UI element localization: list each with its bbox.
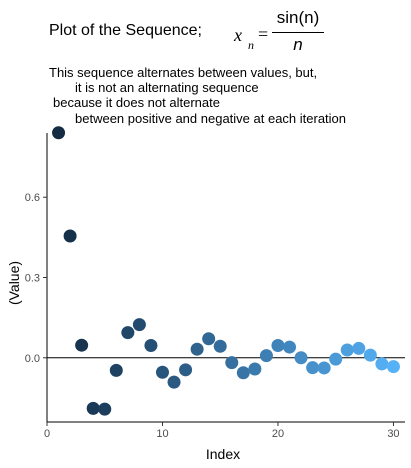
data-point [52, 126, 66, 140]
data-points [52, 126, 400, 416]
data-point [386, 360, 400, 374]
data-point [317, 361, 331, 375]
x-tick-label: 30 [387, 428, 399, 440]
title-formula: x n = sin(n) n [234, 8, 334, 60]
data-point [329, 352, 343, 366]
subtitle-line-4: between positive and negative at each it… [75, 111, 347, 126]
data-point [248, 362, 262, 376]
data-point [109, 363, 123, 377]
axes: 0 10 20 30 0.0 0.3 0.6 [25, 133, 405, 440]
subtitle-line-3: because it does not alternate [53, 95, 220, 110]
formula-numerator: sin(n) [276, 8, 320, 27]
data-point [271, 338, 285, 352]
data-point [179, 363, 193, 377]
x-tick-label: 0 [44, 428, 50, 440]
formula-variable: x [234, 25, 242, 45]
formula-denominator: n [293, 35, 303, 54]
data-point [352, 341, 366, 355]
data-point [363, 348, 377, 362]
data-point [259, 349, 273, 363]
data-point [306, 361, 320, 375]
data-point [86, 401, 100, 415]
y-axis-label: (Value) [6, 261, 22, 305]
data-point [121, 326, 135, 340]
chart-title: Plot of the Sequence; [49, 22, 202, 39]
data-point [225, 356, 239, 370]
y-tick-label: 0.6 [25, 192, 40, 204]
y-tick-label: 0.3 [25, 273, 40, 285]
data-point [75, 338, 89, 352]
data-point [63, 229, 77, 243]
data-point [167, 375, 181, 389]
y-tick-label: 0.0 [25, 353, 40, 365]
formula-fraction-bar [272, 32, 324, 33]
subtitle-line-1: This sequence alternates between values,… [49, 65, 318, 80]
data-point [213, 339, 227, 353]
data-point [190, 342, 204, 356]
subtitle-line-2: it is not an alternating sequence [75, 80, 259, 95]
data-point [155, 365, 169, 379]
x-axis-label: Index [206, 446, 240, 462]
data-point [283, 340, 297, 354]
data-point [375, 357, 389, 371]
data-point [144, 338, 158, 352]
data-point [98, 402, 112, 416]
x-tick-label: 10 [156, 428, 168, 440]
data-point [132, 318, 146, 332]
data-point [202, 332, 216, 346]
data-point [236, 366, 250, 380]
data-point [294, 351, 308, 365]
formula-equals: = [258, 24, 269, 44]
data-point [340, 343, 354, 357]
x-tick-label: 20 [272, 428, 284, 440]
formula-subscript: n [248, 38, 254, 52]
